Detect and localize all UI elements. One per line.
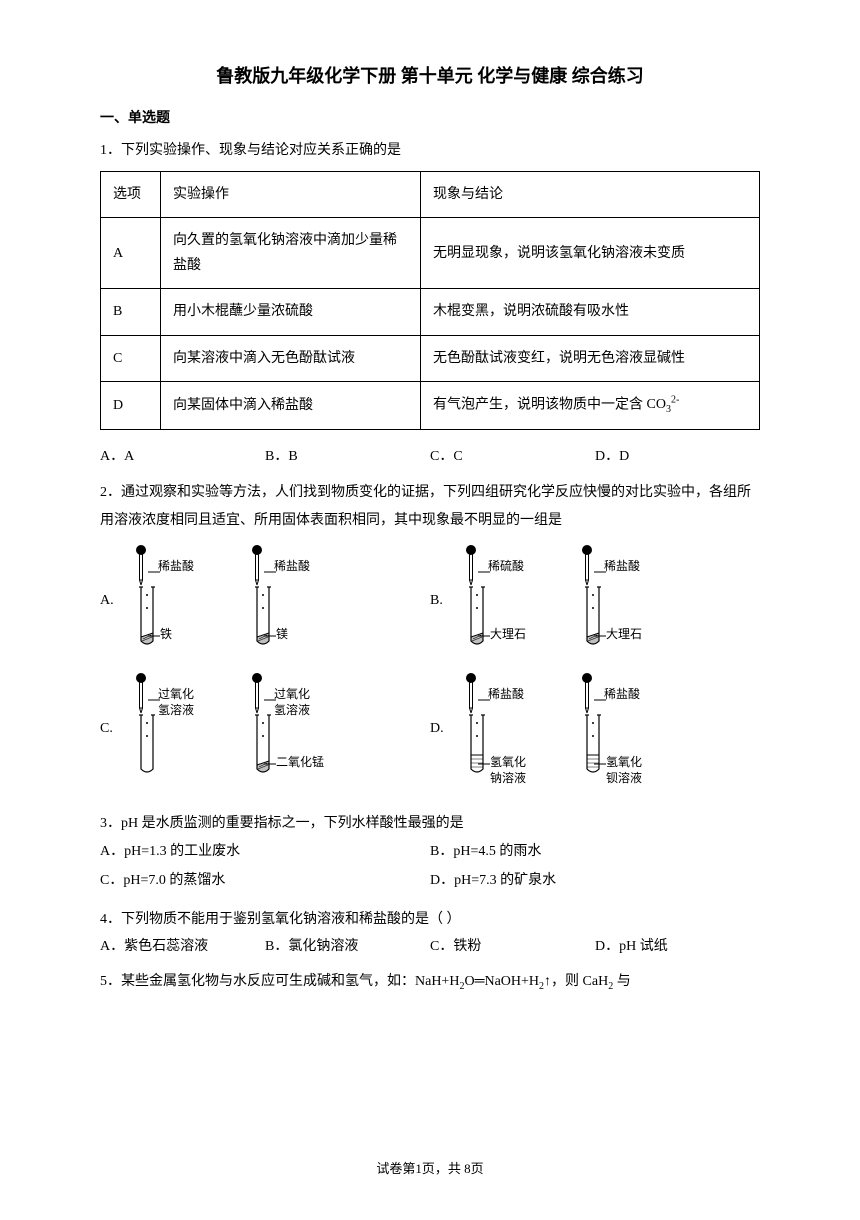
- substance-label: 铁: [160, 627, 172, 643]
- option-a: A．A: [100, 444, 265, 469]
- substance-label: 二氧化锰: [276, 755, 324, 771]
- cell: 用小木棍蘸少量浓硫酸: [161, 289, 421, 335]
- option-b: B．pH=4.5 的雨水: [430, 839, 760, 864]
- q1-options: A．A B．B C．C D．D: [100, 444, 760, 469]
- table-row: 选项 实验操作 现象与结论: [101, 171, 760, 217]
- q2-diagrams: A. 稀盐酸铁稀盐酸镁 B. 稀硫酸大理石稀盐酸大理石 C. 过氧化 氢溶液过氧…: [100, 545, 760, 801]
- option-b: B．氯化钠溶液: [265, 934, 430, 959]
- tube-pair-a: 稀盐酸铁稀盐酸镁: [130, 545, 336, 655]
- reagent-label: 稀盐酸: [488, 687, 524, 703]
- table-row: B 用小木棍蘸少量浓硫酸 木棍变黑，说明浓硫酸有吸水性: [101, 289, 760, 335]
- tube-pair-c: 过氧化 氢溶液过氧化 氢溶液二氧化锰: [130, 673, 336, 783]
- cell: 无色酚酞试液变红，说明无色溶液显碱性: [421, 335, 760, 381]
- substance-label: 大理石: [606, 627, 642, 643]
- option-a: A．紫色石蕊溶液: [100, 934, 265, 959]
- test-tube-diagram: 过氧化 氢溶液二氧化锰: [246, 673, 336, 783]
- diagram-c: C. 过氧化 氢溶液过氧化 氢溶液二氧化锰: [100, 673, 430, 783]
- test-tube-icon: [584, 713, 602, 786]
- test-tube-icon: [584, 585, 602, 658]
- question-2: 2．通过观察和实验等方法，人们找到物质变化的证据，下列四组研究化学反应快慢的对比…: [100, 479, 760, 801]
- test-tube-icon: [468, 713, 486, 786]
- substance-label: 大理石: [490, 627, 526, 643]
- test-tube-diagram: 稀盐酸氢氧化 钡溶液: [576, 673, 666, 783]
- co3-formula: CO32-: [647, 397, 680, 412]
- tube-pair-b: 稀硫酸大理石稀盐酸大理石: [460, 545, 666, 655]
- substance-label: 镁: [276, 627, 288, 643]
- test-tube-icon: [254, 713, 272, 786]
- reagent-label: 稀盐酸: [604, 687, 640, 703]
- diagram-d: D. 稀盐酸氢氧化 钠溶液稀盐酸氢氧化 钡溶液: [430, 673, 760, 783]
- question-5: 5．某些金属氢化物与水反应可生成碱和氢气，如：NaH+H2O═NaOH+H2↑，…: [100, 969, 760, 996]
- page-title: 鲁教版九年级化学下册 第十单元 化学与健康 综合练习: [100, 60, 760, 92]
- table-row: A 向久置的氢氧化钠溶液中滴加少量稀盐酸 无明显现象，说明该氢氧化钠溶液未变质: [101, 217, 760, 288]
- diagram-b: B. 稀硫酸大理石稀盐酸大理石: [430, 545, 760, 655]
- test-tube-diagram: 稀硫酸大理石: [460, 545, 550, 655]
- th-option: 选项: [101, 171, 161, 217]
- th-conclusion: 现象与结论: [421, 171, 760, 217]
- q3-stem: 3．pH 是水质监测的重要指标之一，下列水样酸性最强的是: [100, 811, 760, 836]
- reagent-label: 稀硫酸: [488, 559, 524, 575]
- test-tube-diagram: 过氧化 氢溶液: [130, 673, 220, 783]
- reagent-label: 过氧化 氢溶液: [158, 687, 194, 718]
- q1-stem: 1．下列实验操作、现象与结论对应关系正确的是: [100, 138, 760, 163]
- table-row: D 向某固体中滴入稀盐酸 有气泡产生，说明该物质中一定含 CO32-: [101, 381, 760, 429]
- cell: 向某溶液中滴入无色酚酞试液: [161, 335, 421, 381]
- option-d: D．pH 试纸: [595, 934, 760, 959]
- table-row: C 向某溶液中滴入无色酚酞试液 无色酚酞试液变红，说明无色溶液显碱性: [101, 335, 760, 381]
- tube-pair-d: 稀盐酸氢氧化 钠溶液稀盐酸氢氧化 钡溶液: [460, 673, 666, 783]
- option-d: D．D: [595, 444, 760, 469]
- substance-label: 氢氧化 钡溶液: [606, 755, 642, 786]
- option-b: B．B: [265, 444, 430, 469]
- q1-table: 选项 实验操作 现象与结论 A 向久置的氢氧化钠溶液中滴加少量稀盐酸 无明显现象…: [100, 171, 760, 430]
- test-tube-icon: [138, 585, 156, 658]
- test-tube-icon: [254, 585, 272, 658]
- question-1: 1．下列实验操作、现象与结论对应关系正确的是 选项 实验操作 现象与结论 A 向…: [100, 138, 760, 470]
- test-tube-icon: [468, 585, 486, 658]
- cell: 向某固体中滴入稀盐酸: [161, 381, 421, 429]
- test-tube-icon: [138, 713, 156, 786]
- cell-d-conclusion: 有气泡产生，说明该物质中一定含 CO32-: [421, 381, 760, 429]
- cell: A: [101, 217, 161, 288]
- q4-options: A．紫色石蕊溶液 B．氯化钠溶液 C．铁粉 D．pH 试纸: [100, 934, 760, 959]
- q2-stem: 2．通过观察和实验等方法，人们找到物质变化的证据，下列四组研究化学反应快慢的对比…: [100, 479, 760, 535]
- q3-options: A．pH=1.3 的工业废水 B．pH=4.5 的雨水 C．pH=7.0 的蒸馏…: [100, 839, 760, 897]
- reagent-label: 过氧化 氢溶液: [274, 687, 310, 718]
- question-4: 4．下列物质不能用于鉴别氢氧化钠溶液和稀盐酸的是（ ） A．紫色石蕊溶液 B．氯…: [100, 907, 760, 959]
- cell: C: [101, 335, 161, 381]
- test-tube-diagram: 稀盐酸大理石: [576, 545, 666, 655]
- option-c: C．C: [430, 444, 595, 469]
- cell: 向久置的氢氧化钠溶液中滴加少量稀盐酸: [161, 217, 421, 288]
- test-tube-diagram: 稀盐酸镁: [246, 545, 336, 655]
- cell: B: [101, 289, 161, 335]
- reagent-label: 稀盐酸: [604, 559, 640, 575]
- section-heading: 一、单选题: [100, 106, 760, 131]
- reagent-label: 稀盐酸: [274, 559, 310, 575]
- reagent-label: 稀盐酸: [158, 559, 194, 575]
- option-a: A．pH=1.3 的工业废水: [100, 839, 430, 864]
- cell: 无明显现象，说明该氢氧化钠溶液未变质: [421, 217, 760, 288]
- test-tube-diagram: 稀盐酸氢氧化 钠溶液: [460, 673, 550, 783]
- diagram-a: A. 稀盐酸铁稀盐酸镁: [100, 545, 430, 655]
- option-d: D．pH=7.3 的矿泉水: [430, 868, 760, 893]
- option-c: C．铁粉: [430, 934, 595, 959]
- option-c: C．pH=7.0 的蒸馏水: [100, 868, 430, 893]
- test-tube-diagram: 稀盐酸铁: [130, 545, 220, 655]
- cell: 木棍变黑，说明浓硫酸有吸水性: [421, 289, 760, 335]
- cell: D: [101, 381, 161, 429]
- substance-label: 氢氧化 钠溶液: [490, 755, 526, 786]
- q5-stem: 5．某些金属氢化物与水反应可生成碱和氢气，如：NaH+H2O═NaOH+H2↑，…: [100, 969, 760, 996]
- th-operation: 实验操作: [161, 171, 421, 217]
- page-footer: 试卷第1页，共 8页: [0, 1157, 860, 1180]
- exam-page: 鲁教版九年级化学下册 第十单元 化学与健康 综合练习 一、单选题 1．下列实验操…: [100, 60, 760, 1180]
- q4-stem: 4．下列物质不能用于鉴别氢氧化钠溶液和稀盐酸的是（ ）: [100, 907, 760, 932]
- question-3: 3．pH 是水质监测的重要指标之一，下列水样酸性最强的是 A．pH=1.3 的工…: [100, 811, 760, 897]
